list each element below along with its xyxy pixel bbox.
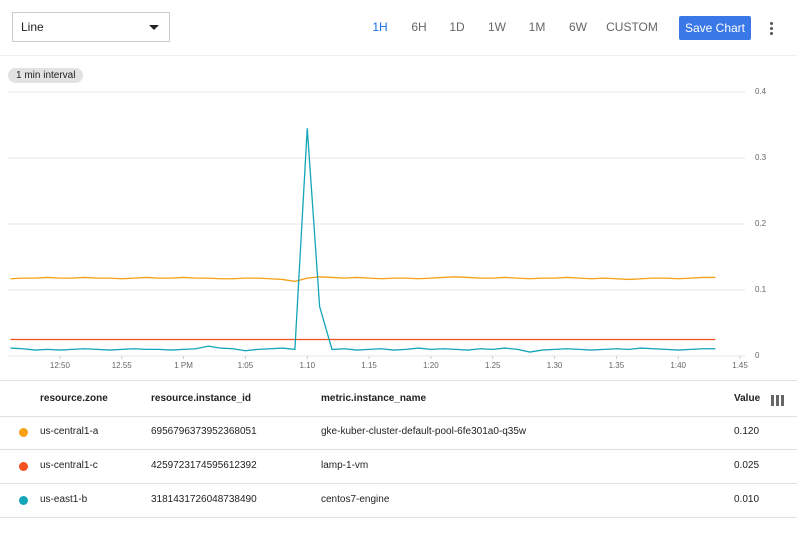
column-header: Value: [734, 393, 761, 404]
table-cell: centos7-engine: [321, 494, 390, 505]
range-button[interactable]: 1M: [528, 20, 546, 34]
columns-icon[interactable]: [771, 395, 785, 406]
y-tick-label: 0.1: [755, 285, 767, 294]
table-cell: 4259723174595612392: [151, 460, 257, 471]
x-tick-label: 1 PM: [174, 361, 193, 370]
table-cell: 0.120: [734, 426, 760, 437]
x-tick-label: 1.30: [547, 361, 563, 370]
x-tick-label: 1:05: [238, 361, 254, 370]
series-line: [10, 128, 716, 353]
menu-icon[interactable]: [770, 22, 773, 35]
x-tick-label: 1.45: [732, 361, 748, 370]
chart-type-select[interactable]: Line: [12, 12, 170, 42]
x-tick-label: 1.10: [299, 361, 315, 370]
divider: [0, 416, 797, 417]
range-button[interactable]: 6W: [569, 20, 587, 34]
y-tick-label: 0.2: [755, 219, 767, 228]
zone-cell: us-central1-c: [40, 460, 98, 471]
y-tick-label: 0: [755, 351, 760, 360]
table-cell: lamp-1-vm: [321, 460, 369, 471]
zone-cell: us-central1-a: [40, 426, 99, 437]
y-tick-label: 0.4: [755, 87, 767, 96]
divider: [0, 517, 797, 518]
range-button[interactable]: 1H: [372, 20, 388, 34]
x-tick-label: 12.55: [112, 361, 133, 370]
legend-dot: [19, 428, 28, 437]
table-cell: 3181431726048738490: [151, 494, 257, 505]
divider: [0, 55, 797, 56]
table-cell: 0.010: [734, 494, 760, 505]
save-button[interactable]: Save Chart: [679, 16, 751, 40]
x-tick-label: 1.35: [609, 361, 625, 370]
table-cell: 6956796373952368051: [151, 426, 257, 437]
y-tick-label: 0.3: [755, 153, 767, 162]
table-cell: gke-kuber-cluster-default-pool-6fe301a0-…: [321, 426, 527, 437]
x-tick-label: 1:20: [423, 361, 439, 370]
divider: [0, 449, 797, 450]
divider: [0, 380, 797, 381]
legend-dot: [19, 462, 28, 471]
column-header: metric.instance_name: [321, 393, 427, 404]
range-button[interactable]: 1D: [449, 20, 465, 34]
x-tick-label: 1.25: [485, 361, 501, 370]
series-line: [10, 276, 716, 283]
range-button[interactable]: CUSTOM: [606, 20, 658, 34]
chart: 0 0.1 0.2 0.3 0.4 12:50 12.55 1 PM 1:05 1.10 1.15 1…: [8, 87, 767, 370]
column-header: resource.instance_id: [151, 393, 252, 404]
range-button[interactable]: 1W: [488, 20, 506, 34]
x-tick-label: 1.15: [361, 361, 377, 370]
column-header: resource.zone: [40, 393, 108, 404]
table-cell: 0.025: [734, 460, 760, 471]
range-button[interactable]: 6H: [411, 20, 427, 34]
zone-cell: us-east1-b: [40, 494, 88, 505]
x-tick-label: 1:40: [670, 361, 686, 370]
divider: [0, 483, 797, 484]
interval-chip: 1 min interval: [8, 68, 84, 83]
legend-dot: [19, 496, 28, 505]
x-tick-label: 12:50: [50, 361, 71, 370]
